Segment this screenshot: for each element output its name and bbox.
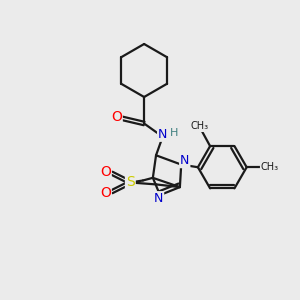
- Text: CH₃: CH₃: [190, 121, 208, 131]
- Text: O: O: [111, 110, 122, 124]
- Text: H: H: [170, 128, 178, 138]
- Text: N: N: [154, 192, 163, 205]
- Text: N: N: [180, 154, 189, 167]
- Text: CH₃: CH₃: [261, 162, 279, 172]
- Text: N: N: [158, 128, 167, 141]
- Text: O: O: [100, 165, 111, 179]
- Text: O: O: [100, 186, 111, 200]
- Text: S: S: [126, 175, 135, 189]
